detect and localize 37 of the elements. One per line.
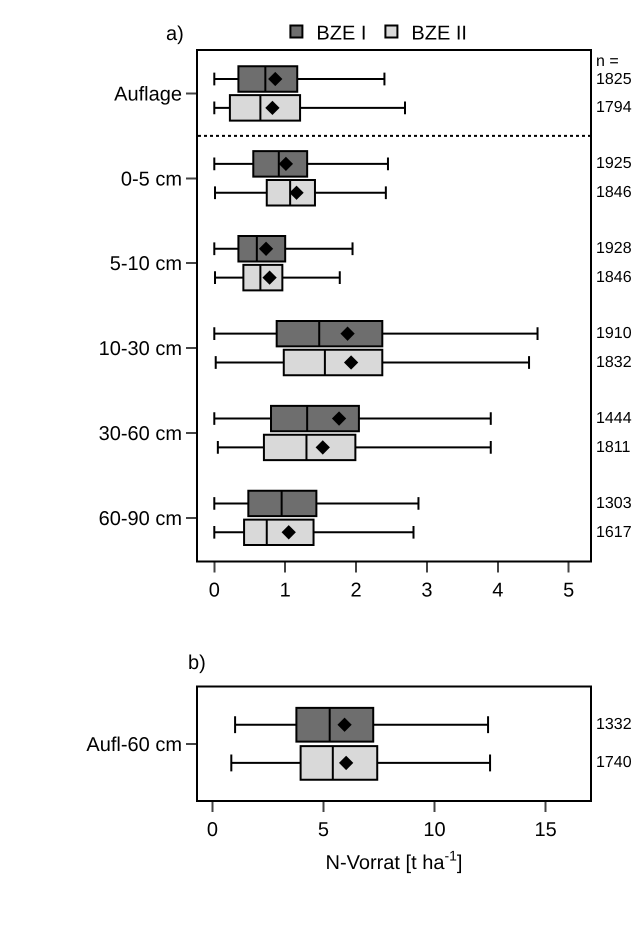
text: 1794 — [596, 99, 632, 116]
text: 1617 — [596, 524, 632, 541]
x-tick-label: 0 — [208, 579, 220, 602]
text: 1910 — [596, 325, 632, 342]
x-tick-label: 1 — [280, 579, 291, 602]
x-tick-label: 5 — [563, 579, 574, 602]
chart-title: b) — [188, 652, 206, 674]
text: 1303 — [596, 495, 632, 512]
y-tick-label: 10-30 cm — [98, 338, 182, 360]
text: 1825 — [596, 71, 632, 88]
x-tick-label: 2 — [350, 579, 362, 602]
y-tick-label: 30-60 cm — [98, 422, 182, 445]
text: 1928 — [596, 240, 632, 257]
x-axis-title: N-Vorrat [t ha$^{-1}$] — [326, 848, 462, 874]
x-tick-label: 3 — [421, 579, 433, 602]
legend-label: BZE II — [411, 22, 467, 44]
y-tick-label: Auflage — [114, 83, 182, 106]
text: 1332 — [596, 716, 632, 733]
y-tick-label: Aufl-60 cm — [86, 734, 182, 756]
legend-label: BZE I — [316, 22, 366, 44]
text: 1740 — [596, 754, 632, 771]
text: n = — [596, 53, 619, 70]
chart-title: a) — [166, 23, 184, 45]
x-tick-label: 10 — [423, 819, 446, 841]
x-tick-label: 5 — [318, 819, 330, 841]
y-tick-label: 60-90 cm — [98, 508, 182, 530]
x-tick-label: 4 — [492, 579, 504, 602]
x-tick-label: 15 — [534, 819, 557, 841]
text: 1925 — [596, 155, 632, 172]
text: 1811 — [596, 439, 630, 456]
text: 1846 — [596, 184, 632, 201]
text: 1846 — [596, 269, 632, 286]
text: 1832 — [596, 354, 632, 371]
x-tick-label: 0 — [206, 819, 218, 841]
y-tick-label: 0-5 cm — [120, 168, 182, 190]
text: 1444 — [596, 410, 632, 427]
y-tick-label: 5-10 cm — [110, 253, 182, 276]
